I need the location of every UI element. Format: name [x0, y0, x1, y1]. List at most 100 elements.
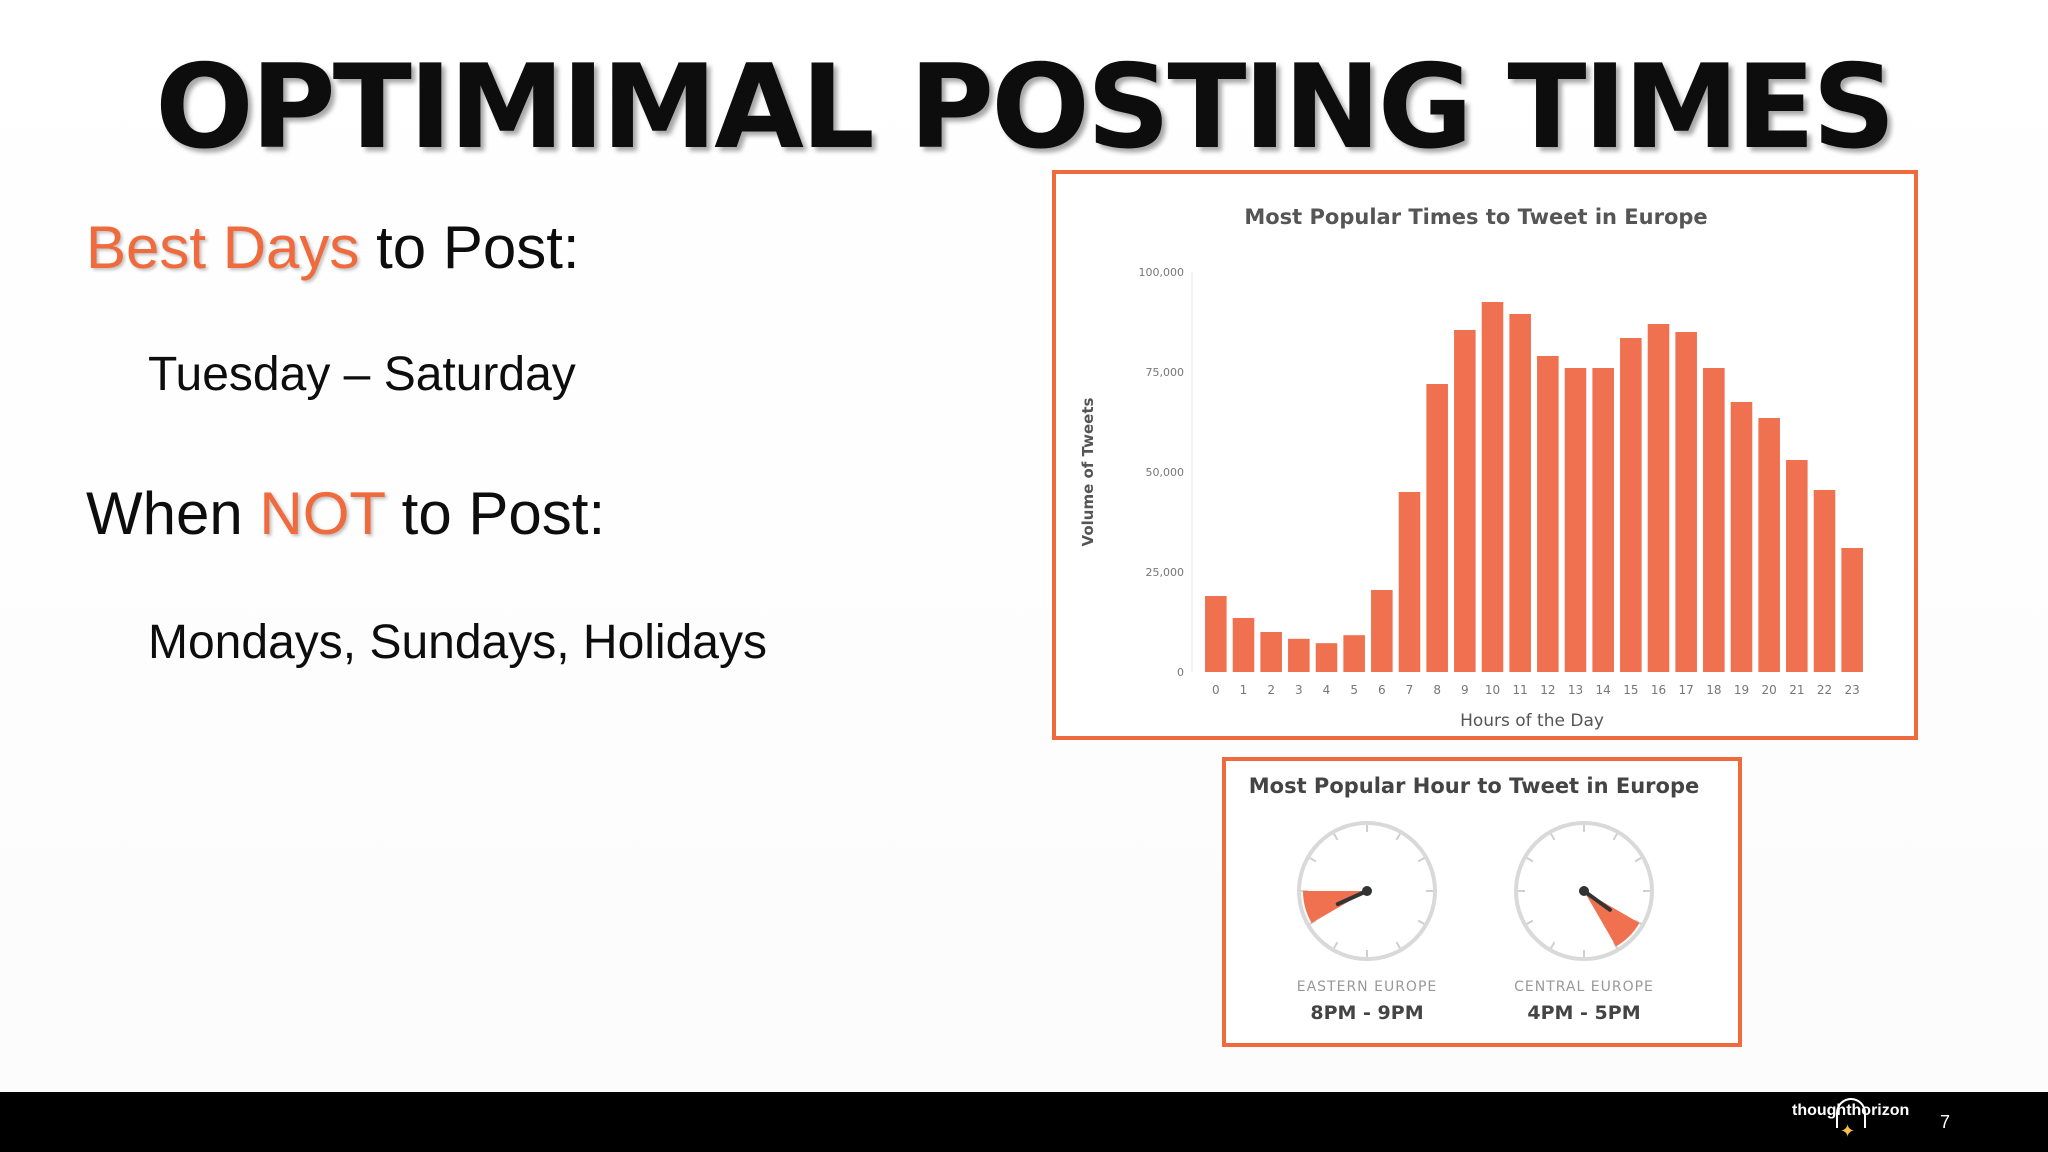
bar [1398, 492, 1421, 672]
y-tick-label: 75,000 [1146, 366, 1185, 379]
best-days-heading-rest: to Post: [359, 214, 580, 281]
bar [1813, 490, 1836, 672]
y-tick-label: 100,000 [1139, 266, 1185, 279]
bar [1260, 632, 1282, 672]
not-post-value: Mondays, Sundays, Holidays [148, 616, 767, 669]
x-tick-label: 13 [1568, 683, 1583, 697]
best-days-value: Tuesday – Saturday [148, 348, 576, 401]
x-tick-label: 9 [1461, 683, 1469, 697]
y-tick-label: 25,000 [1146, 566, 1185, 579]
clock: EASTERN EUROPE 8PM - 9PM [1297, 821, 1438, 1024]
clock-tick [1526, 919, 1534, 925]
clock-tick [1417, 919, 1425, 925]
best-days-heading: Best Days to Post: [86, 212, 580, 284]
x-tick-label: 1 [1240, 683, 1248, 697]
not-post-heading-rest: to Post: [385, 480, 606, 547]
bar [1841, 548, 1863, 672]
x-tick-label: 4 [1323, 683, 1331, 697]
y-tick-label: 50,000 [1146, 466, 1185, 479]
x-tick-label: 17 [1679, 683, 1694, 697]
clock-region-label: CENTRAL EUROPE [1514, 979, 1654, 995]
bar [1620, 338, 1642, 672]
bar [1232, 618, 1255, 672]
x-tick-label: 5 [1350, 683, 1358, 697]
company-logo: thoughthorizon [1792, 1102, 1910, 1119]
clock-time-label: 4PM - 5PM [1527, 1002, 1640, 1024]
clocks: EASTERN EUROPE 8PM - 9PM CENTRAL EUROPE 4PM… [1297, 821, 1654, 1024]
page-number: 7 [1940, 1112, 1951, 1132]
bar [1343, 635, 1365, 672]
not-post-heading: When NOT to Post: [86, 478, 605, 550]
bar [1371, 590, 1393, 672]
bar-chart-svg: Most Popular Times to Tweet in Europe Vo… [1079, 205, 1863, 731]
y-tick-labels: 0 25,000 50,000 75,000 100,000 [1139, 266, 1185, 679]
bar [1454, 330, 1476, 672]
x-tick-label: 22 [1817, 683, 1832, 697]
x-tick-label: 7 [1406, 683, 1414, 697]
clock-tick [1395, 941, 1401, 949]
x-tick-label: 23 [1845, 683, 1860, 697]
x-tick-label: 14 [1596, 683, 1611, 697]
clock-tick [1395, 833, 1401, 841]
slide-title: OPTIMIMAL POSTING TIMES [155, 40, 1896, 175]
x-tick-label: 2 [1267, 683, 1275, 697]
x-tick-label: 16 [1651, 683, 1666, 697]
clock-tick [1550, 941, 1556, 949]
clock-tick [1612, 833, 1618, 841]
clock-hand [1582, 889, 1612, 912]
clock-wedge [1584, 891, 1640, 947]
popular-hour-panel: Most Popular Hour to Tweet in Europe EAS… [1222, 757, 1742, 1047]
clock-tick [1309, 857, 1317, 863]
clock-tick [1417, 857, 1425, 863]
x-tick-label: 0 [1212, 683, 1220, 697]
clock-hand [1335, 889, 1369, 907]
clock-tick [1634, 857, 1642, 863]
bar [1786, 460, 1808, 672]
best-days-accent: Best Days [86, 214, 360, 281]
footer-bar [0, 1092, 2048, 1152]
y-tick-label: 0 [1177, 666, 1184, 679]
bar [1647, 324, 1670, 672]
bar [1205, 596, 1227, 672]
x-tick-label: 21 [1789, 683, 1804, 697]
not-post-prefix: When [86, 480, 260, 547]
bar [1703, 368, 1725, 672]
x-tick-label: 12 [1540, 683, 1555, 697]
clock-panel-svg: Most Popular Hour to Tweet in Europe EAS… [1249, 774, 1699, 1024]
x-tick-label: 15 [1623, 683, 1638, 697]
x-tick-label: 6 [1378, 683, 1386, 697]
bar [1758, 418, 1780, 672]
x-tick-label: 20 [1762, 683, 1777, 697]
bar [1315, 643, 1338, 672]
clock-region-label: EASTERN EUROPE [1297, 979, 1438, 995]
x-axis-label: Hours of the Day [1460, 711, 1604, 731]
bar [1509, 314, 1531, 672]
horizon-arc-icon [1836, 1098, 1866, 1128]
clock-pivot [1579, 886, 1589, 896]
bar [1592, 368, 1614, 672]
chart-title: Most Popular Times to Tweet in Europe [1244, 205, 1707, 229]
clock-panel-title: Most Popular Hour to Tweet in Europe [1249, 774, 1699, 798]
not-post-accent: NOT [259, 480, 385, 547]
tweet-volume-chart: Most Popular Times to Tweet in Europe Vo… [1052, 170, 1918, 740]
bar [1481, 302, 1504, 672]
clock-pivot [1362, 886, 1372, 896]
clock: CENTRAL EUROPE 4PM - 5PM [1514, 821, 1654, 1024]
bar [1675, 332, 1697, 672]
x-tick-label: 11 [1513, 683, 1528, 697]
x-tick-label: 18 [1706, 683, 1721, 697]
bar [1288, 638, 1310, 672]
clock-tick [1333, 833, 1339, 841]
x-tick-label: 19 [1734, 683, 1749, 697]
bar [1564, 368, 1587, 672]
bar [1537, 356, 1559, 672]
star-icon: ✦ [1840, 1121, 1856, 1141]
bars [1205, 302, 1863, 672]
clock-tick [1526, 857, 1534, 863]
x-tick-label: 10 [1485, 683, 1500, 697]
y-axis-label: Volume of Tweets [1079, 397, 1097, 546]
clock-tick [1333, 941, 1339, 949]
x-tick-labels: 0 1 2 3 4 5 6 7 8 9 10 11 12 13 14 15 16 17 18 19 20 21 22 23 [1212, 683, 1860, 697]
clock-time-label: 8PM - 9PM [1310, 1002, 1423, 1024]
clock-tick [1550, 833, 1556, 841]
